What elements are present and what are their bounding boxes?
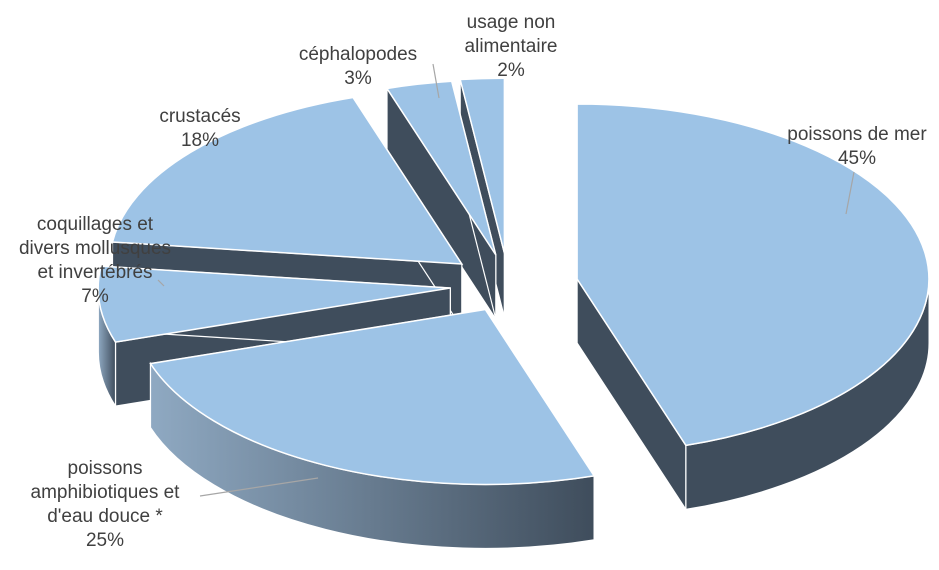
slice-label: coquillages et divers mollusques et invert… — [19, 214, 171, 307]
slice-name-label: divers mollusques — [19, 238, 171, 259]
leader-line — [845, 171, 855, 215]
pie-slice-top — [97, 265, 451, 343]
slice-name-label: et invertébrés — [37, 262, 152, 283]
slice-name-label: usage non — [467, 12, 556, 33]
slice-name-label: poissons de mer — [787, 124, 927, 145]
pie-slice-top — [576, 103, 930, 447]
leader-line — [432, 63, 440, 99]
leader-lines — [157, 63, 855, 497]
pie-slices — [97, 77, 930, 550]
slice-name-label: amphibiotiques et — [31, 482, 181, 503]
slice-name-label: d'eau douce * — [47, 506, 163, 527]
slice-label: céphalopodes 3% — [299, 44, 417, 89]
slice-percent-label: 45% — [838, 148, 876, 169]
pie-slice-top — [385, 80, 497, 256]
slice-label: poissons amphibiotiques et d'eau douce * 25… — [31, 458, 181, 551]
slice-name-label: alimentaire — [465, 36, 558, 57]
slice-percent-label: 3% — [344, 68, 372, 89]
pie-slice-top — [111, 96, 464, 265]
slice-percent-label: 18% — [181, 130, 219, 151]
leader-line — [157, 279, 165, 287]
pie-slice — [385, 80, 497, 321]
slice-label: poissons de mer 45% — [787, 124, 927, 169]
leader-line — [199, 477, 319, 497]
slice-percent-label: 25% — [86, 530, 124, 551]
pie-slice-top — [149, 308, 596, 486]
slice-percent-label: 2% — [497, 60, 525, 81]
slice-label: usage non alimentaire 2% — [465, 12, 558, 81]
slice-name-label: poissons — [68, 458, 143, 479]
pie-slice — [576, 103, 930, 512]
pie-slice-top — [459, 77, 506, 254]
pie-labels: poissons de mer 45% poissons amphibiotiques… — [19, 12, 927, 551]
slice-name-label: coquillages et — [37, 214, 154, 235]
slice-label: crustacés 18% — [159, 106, 240, 151]
slice-name-label: crustacés — [159, 106, 240, 127]
slice-name-label: céphalopodes — [299, 44, 417, 65]
slice-percent-label: 7% — [81, 286, 109, 307]
pie-slice — [149, 307, 596, 550]
